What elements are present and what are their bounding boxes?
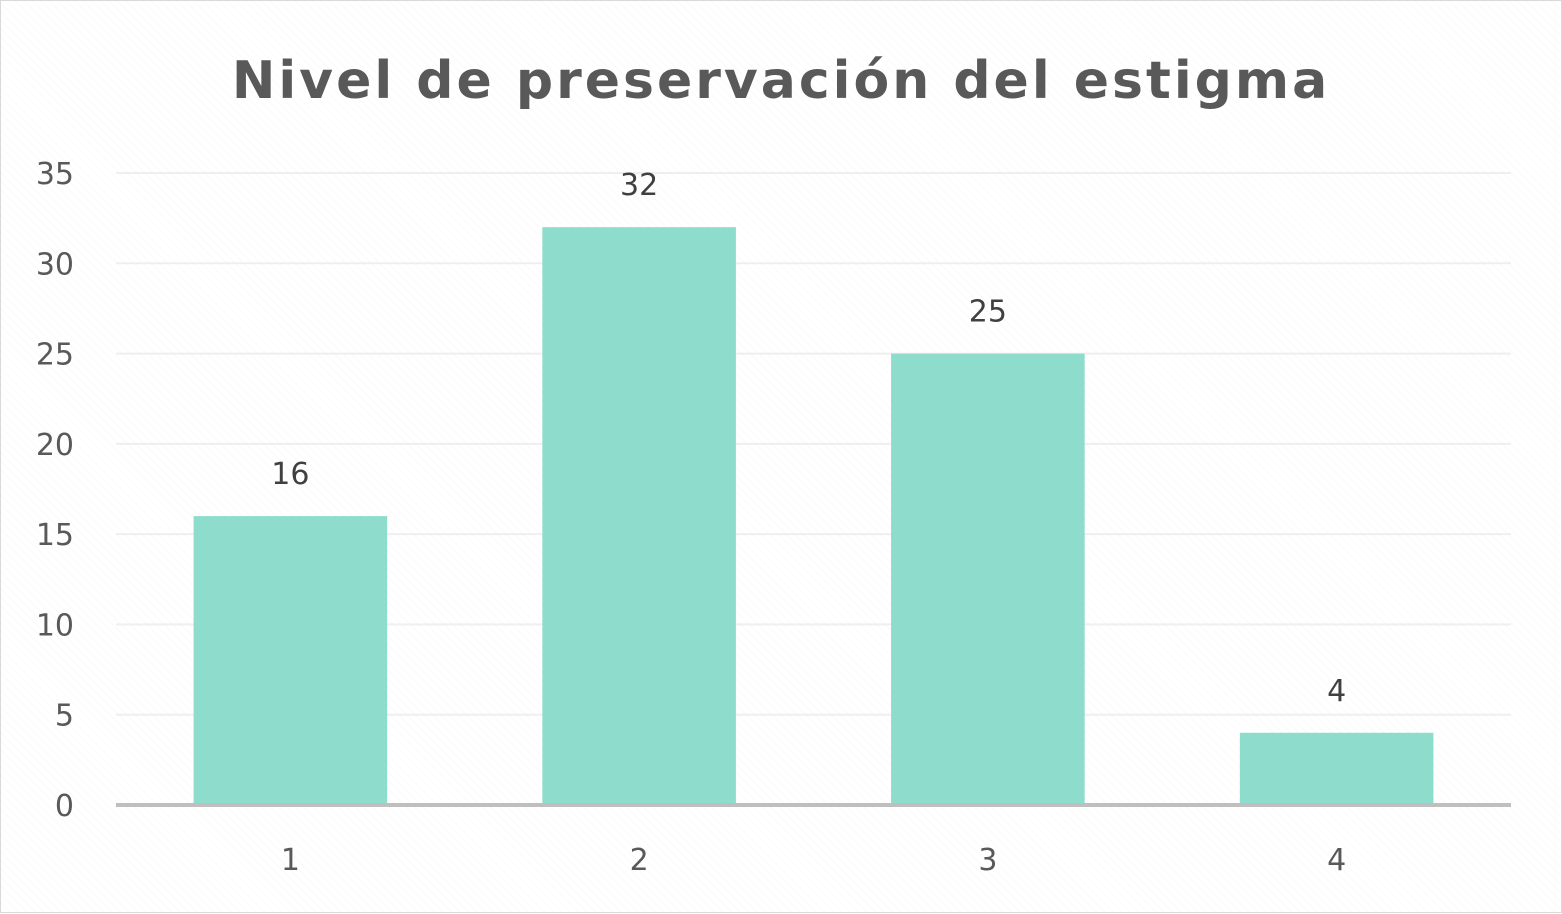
y-tick-label: 5 <box>55 699 74 734</box>
labels: 0 5 10 15 20 25 30 35 16 1 32 2 25 3 4 4 <box>36 157 1346 878</box>
y-tick-label: 35 <box>36 157 74 192</box>
chart-title: Nivel de preservación del estigma <box>232 51 1330 111</box>
y-tick-label: 0 <box>55 789 74 824</box>
y-tick-label: 15 <box>36 518 74 553</box>
bar-1 <box>193 516 388 805</box>
y-tick-label: 10 <box>36 608 74 643</box>
y-tick-label: 25 <box>36 338 74 373</box>
y-tick-label: 20 <box>36 428 74 463</box>
x-tick-label: 2 <box>630 843 649 878</box>
x-tick-label: 4 <box>1327 843 1346 878</box>
bars <box>193 227 1434 805</box>
bar-3 <box>891 353 1085 805</box>
bar-2 <box>542 227 736 805</box>
x-tick-label: 3 <box>978 843 997 878</box>
data-label: 16 <box>271 457 309 492</box>
x-tick-label: 1 <box>281 843 300 878</box>
data-label: 25 <box>969 295 1007 330</box>
bar-4 <box>1239 732 1434 805</box>
y-tick-label: 30 <box>36 247 74 282</box>
data-label: 4 <box>1327 674 1346 709</box>
data-label: 32 <box>620 168 658 203</box>
